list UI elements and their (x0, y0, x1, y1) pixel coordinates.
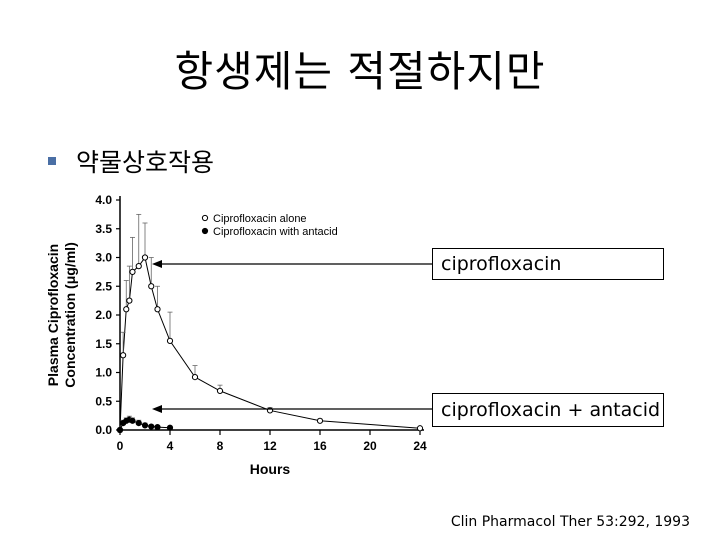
data-point (129, 417, 136, 424)
x-tick-label: 20 (363, 439, 377, 453)
callout-with-antacid-text: ciprofloxacin + antacid (441, 399, 661, 421)
series-ciprofloxacin-alone (116, 213, 424, 434)
x-tick-label: 0 (117, 439, 124, 453)
data-point (135, 263, 142, 270)
callout-ciprofloxacin-text: ciprofloxacin (441, 253, 562, 275)
data-point (154, 424, 161, 431)
data-point (166, 337, 174, 344)
x-tick-label: 24 (413, 439, 427, 453)
data-point (116, 426, 124, 434)
chart-series (116, 213, 424, 434)
y-axis-label-line2: Concentration (μg/ml) (62, 242, 78, 387)
y-tick-label: 2.0 (95, 308, 112, 322)
y-tick-label: 3.0 (95, 251, 112, 265)
legend-marker (201, 214, 209, 222)
callout-arrowhead-ciprofloxacin (152, 260, 162, 268)
data-point (123, 306, 130, 313)
bullet-square-icon (48, 157, 56, 165)
data-point (416, 425, 424, 432)
data-point (148, 283, 155, 290)
data-point (154, 306, 161, 313)
y-tick-label: 3.5 (95, 222, 112, 236)
callout-with-antacid: ciprofloxacin + antacid (432, 393, 664, 427)
legend-label: Ciprofloxacin alone (213, 213, 307, 225)
data-point (148, 423, 155, 430)
legend-label: Ciprofloxacin with antacid (213, 226, 338, 238)
data-point (120, 352, 127, 359)
x-tick-label: 12 (263, 439, 277, 453)
legend-entry: Ciprofloxacin with antacid (201, 226, 338, 238)
chart-ticks: 0.0 0.5 1.0 1.5 2.0 2.5 3.0 3.5 4.0 0 4 8 12 16 20 24 (95, 193, 427, 453)
callout-arrowhead-antacid (152, 405, 162, 413)
data-point (216, 387, 224, 394)
data-point (141, 254, 149, 261)
y-tick-label: 4.0 (95, 193, 112, 207)
data-point (316, 417, 324, 424)
y-tick-label: 1.5 (95, 337, 112, 351)
series-with-antacid (116, 415, 174, 434)
y-tick-label: 0.5 (95, 394, 112, 408)
y-axis-label-line1: Plasma Ciprofloxacin (45, 244, 61, 386)
data-point (166, 424, 174, 431)
y-tick-label: 1.0 (95, 366, 112, 380)
data-point (141, 422, 149, 429)
data-point (191, 374, 199, 381)
slide-title: 항생제는 적절하지만 (174, 47, 546, 96)
citation: Clin Pharmacol Ther 53:292, 1993 (450, 514, 690, 530)
callout-ciprofloxacin: ciprofloxacin (432, 248, 664, 280)
data-point (129, 268, 136, 275)
y-tick-label: 2.5 (95, 279, 112, 293)
x-tick-label: 8 (217, 439, 224, 453)
legend-entry: Ciprofloxacin alone (201, 213, 307, 225)
series-line (119, 256, 421, 431)
y-tick-label: 0.0 (95, 423, 112, 437)
bullet-text: 약물상호작용 (76, 148, 215, 177)
x-tick-label: 4 (167, 439, 174, 453)
x-tick-label: 16 (313, 439, 327, 453)
x-axis-label: Hours (250, 461, 291, 477)
data-point (126, 297, 133, 304)
data-point (135, 420, 142, 427)
legend-marker (201, 227, 209, 235)
bullet-item: 약물상호작용 (48, 146, 215, 177)
